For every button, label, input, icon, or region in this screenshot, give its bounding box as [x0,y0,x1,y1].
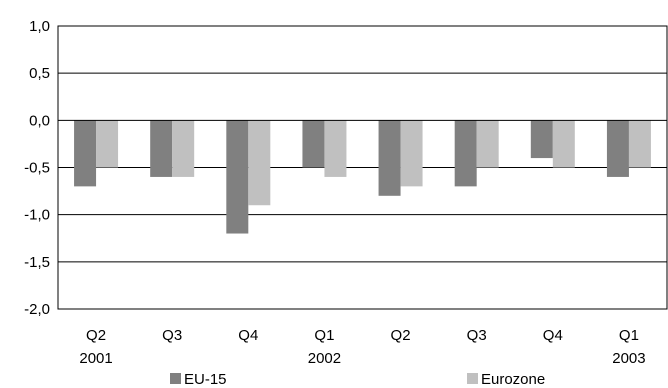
y-tick-label: -2,0 [24,301,50,318]
bars [74,120,651,234]
x-tick-year-label: 2002 [308,350,341,367]
bar-eurozone [628,120,651,168]
x-tick-label: Q2 [86,327,106,344]
x-tick-label: Q3 [467,327,487,344]
gridlines [58,72,667,263]
y-tick-label: 0,0 [29,112,50,129]
y-tick-label: -1,0 [24,207,50,224]
x-tick-label: Q3 [162,327,182,344]
legend-label: Eurozone [481,371,545,388]
x-tick-label: Q4 [238,327,258,344]
bar-eurozone [324,120,347,177]
bar-eurozone [476,120,499,168]
bar-eu-15 [606,120,629,177]
y-tick-label: -1,5 [24,254,50,271]
bar-eurozone [400,120,423,187]
y-tick-label: -0,5 [24,160,50,177]
plot-frame [57,25,668,310]
x-tick-label: Q1 [619,327,639,344]
bar-eurozone [552,120,575,168]
legend-swatch [170,373,181,384]
bar-eurozone [248,120,271,206]
bar-eurozone [96,120,119,168]
bar-eu-15 [530,120,553,159]
bar-eu-15 [378,120,401,196]
x-tick-label: Q2 [391,327,411,344]
x-axis-tick-labels: Q2 2001 Q3 Q4 Q1 2002 Q2 Q3 Q4 Q1 2003 [79,327,645,367]
y-axis-tick-labels: 1,0 0,5 0,0 -0,5 -1,0 -1,5 -2,0 [24,18,50,318]
x-tick-year-label: 2003 [612,350,645,367]
legend: EU-15 Eurozone [170,371,545,388]
bar-eu-15 [302,120,325,168]
y-tick-label: 1,0 [29,18,50,35]
bar-eu-15 [150,120,173,177]
bar-eu-15 [226,120,249,234]
legend-label: EU-15 [184,371,227,388]
bar-eu-15 [454,120,477,187]
bar-eu-15 [74,120,97,187]
bar-eurozone [172,120,195,177]
legend-swatch [467,373,478,384]
y-tick-label: 0,5 [29,65,50,82]
x-tick-year-label: 2001 [79,350,112,367]
x-tick-label: Q4 [543,327,563,344]
x-tick-label: Q1 [314,327,334,344]
